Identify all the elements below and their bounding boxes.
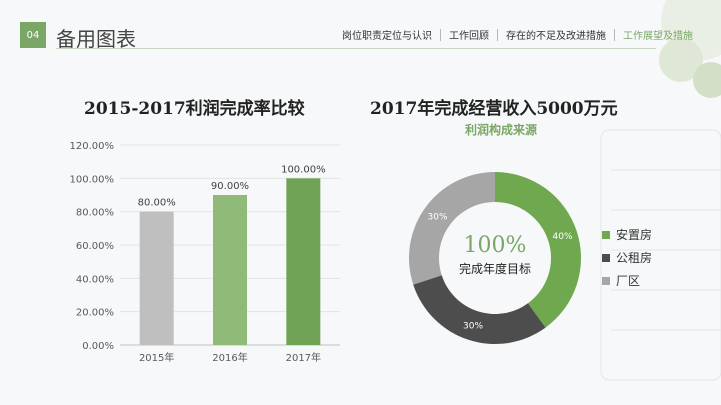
nav-item-review[interactable]: 工作回顾	[449, 31, 489, 42]
legend-label: 安置房	[616, 228, 653, 242]
donut-chart-subtitle: 利润构成来源	[465, 123, 538, 137]
section-number-badge: 04	[20, 22, 46, 48]
slice-data-label: 30%	[428, 212, 448, 222]
top-nav: 岗位职责定位与认识 工作回顾 存在的不足及改进措施 工作展望及措施	[334, 27, 701, 42]
bar-chart-title: 2015-2017利润完成率比较	[84, 99, 305, 119]
legend-label: 厂区	[616, 274, 641, 288]
y-tick-label: 20.00%	[76, 308, 114, 319]
x-tick-label: 2015年	[139, 351, 174, 364]
nav-item-shortcomings[interactable]: 存在的不足及改进措施	[506, 31, 606, 42]
bar-chart: 0.00% 20.00% 40.00% 60.00% 80.00% 100.00% 120.…	[70, 141, 340, 364]
y-tick-label: 60.00%	[76, 241, 114, 252]
header-divider	[56, 48, 656, 49]
x-tick-label: 2017年	[286, 351, 321, 364]
donut-slice	[413, 275, 546, 344]
header: 04 备用图表 岗位职责定位与认识 工作回顾 存在的不足及改进措施 工作展望及措…	[0, 0, 721, 52]
background-decoration	[600, 0, 721, 381]
slice-data-label: 30%	[463, 322, 483, 332]
bar	[286, 178, 321, 345]
nav-separator	[497, 28, 498, 41]
donut-legend: 安置房 公租房 厂区	[602, 226, 652, 295]
bar	[213, 195, 247, 345]
page-title: 备用图表	[56, 27, 136, 51]
bar-data-label: 100.00%	[281, 164, 326, 175]
legend-item: 厂区	[602, 272, 652, 289]
legend-item: 安置房	[602, 226, 652, 243]
legend-label: 公租房	[616, 251, 653, 265]
donut-chart-title: 2017年完成经营收入5000万元	[370, 99, 618, 119]
y-tick-label: 120.00%	[70, 141, 115, 152]
bar-data-label: 90.00%	[211, 181, 249, 192]
y-tick-label: 80.00%	[76, 208, 114, 219]
nav-separator	[614, 28, 615, 41]
donut-center-label: 完成年度目标	[458, 262, 531, 276]
donut-chart: 40% 30% 30%	[409, 172, 581, 344]
donut-slice	[409, 172, 495, 285]
legend-swatch	[602, 276, 610, 285]
legend-swatch	[602, 230, 610, 239]
legend-item: 公租房	[602, 249, 652, 266]
nav-item-role[interactable]: 岗位职责定位与认识	[342, 31, 432, 42]
y-tick-label: 40.00%	[76, 274, 114, 285]
bar-data-label: 80.00%	[138, 198, 176, 209]
nav-separator	[440, 28, 441, 41]
bar	[139, 211, 174, 345]
y-tick-label: 100.00%	[70, 174, 115, 185]
x-tick-label: 2016年	[212, 351, 247, 364]
y-tick-label: 0.00%	[82, 341, 114, 352]
donut-center-value: 100%	[463, 233, 527, 258]
legend-swatch	[602, 253, 610, 262]
slice-data-label: 40%	[553, 232, 573, 242]
nav-item-outlook[interactable]: 工作展望及措施	[623, 31, 693, 42]
donut-slice	[495, 172, 581, 328]
